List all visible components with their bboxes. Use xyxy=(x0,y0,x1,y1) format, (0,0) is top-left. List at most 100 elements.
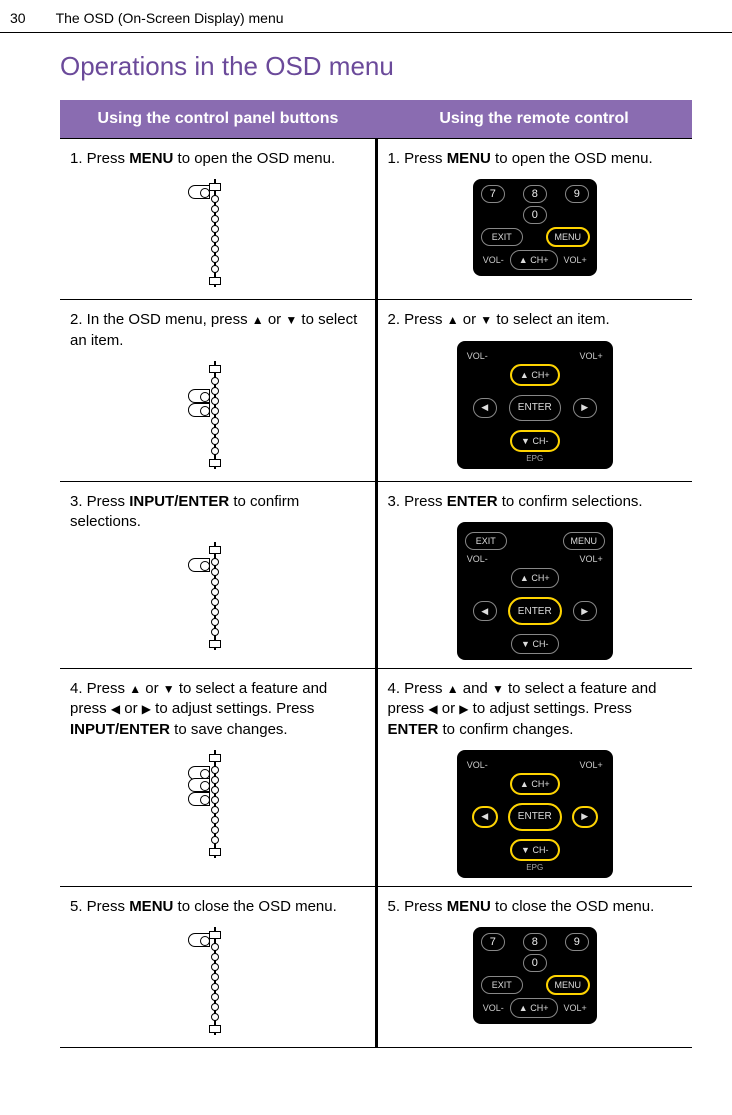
bold-keyword: MENU xyxy=(447,898,491,915)
remote-num-9: 9 xyxy=(565,933,589,951)
remote-num-7: 7 xyxy=(481,185,505,203)
cell-remote: 4. Press ▲ and ▼ to select a feature and… xyxy=(376,669,692,887)
remote-diagram: 78 09 EXIT MENU VOL- ▲ CH+ VOL+ xyxy=(388,923,683,1024)
remote-num-9: 9 xyxy=(565,185,589,203)
header-breadcrumb: The OSD (On-Screen Display) menu xyxy=(56,10,284,26)
bold-keyword: ENTER xyxy=(388,721,439,738)
step-text: 1. Press MENU to open the OSD menu. xyxy=(388,149,683,169)
step-text: 2. Press ▲ or ▼ to select an item. xyxy=(388,310,683,330)
arrow-glyph: ▼ xyxy=(480,313,492,327)
remote-num-0: 0 xyxy=(523,954,547,972)
remote-vol-minus: VOL- xyxy=(483,1003,504,1013)
col-header-control-panel: Using the control panel buttons xyxy=(60,100,376,139)
table-row: 2. In the OSD menu, press ▲ or ▼ to sele… xyxy=(60,300,692,482)
bold-keyword: ENTER xyxy=(447,493,498,510)
cell-control-panel: 1. Press MENU to open the OSD menu. xyxy=(60,139,376,300)
remote-right-button: ▶ xyxy=(573,601,597,621)
instruction-table-wrap: Using the control panel buttons Using th… xyxy=(0,100,732,1048)
page-title: Operations in the OSD menu xyxy=(60,51,732,82)
remote-epg-label: EPG xyxy=(465,454,605,463)
control-panel-diagram xyxy=(70,923,365,1039)
step-text: 3. Press INPUT/ENTER to confirm selectio… xyxy=(70,492,365,533)
remote-menu-button: MENU xyxy=(547,976,589,994)
remote-exit-button: EXIT xyxy=(465,532,507,550)
remote-diagram: VOL-VOL+▲ CH+▼ CH-◀▶ENTEREPG xyxy=(388,746,683,878)
remote-ch-plus-button: ▲ CH+ xyxy=(510,250,558,270)
remote-num-0: 0 xyxy=(523,206,547,224)
remote-right-button: ▶ xyxy=(573,398,597,418)
remote-menu-button: MENU xyxy=(547,228,589,246)
arrow-glyph: ▶ xyxy=(142,702,151,716)
remote-ch-plus-button: ▲ CH+ xyxy=(510,998,558,1018)
remote-exit-button: EXIT xyxy=(481,228,523,246)
remote-vol-minus: VOL- xyxy=(467,760,488,770)
remote-up-button: ▲ CH+ xyxy=(511,365,559,385)
cell-remote: 3. Press ENTER to confirm selections. EXI… xyxy=(376,481,692,668)
remote-enter-button: ENTER xyxy=(509,395,561,421)
cell-control-panel: 3. Press INPUT/ENTER to confirm selectio… xyxy=(60,481,376,668)
remote-vol-minus: VOL- xyxy=(467,351,488,361)
pointer-icon xyxy=(188,558,210,572)
step-text: 2. In the OSD menu, press ▲ or ▼ to sele… xyxy=(70,310,365,351)
pointer-icon xyxy=(188,792,210,806)
remote-num-7: 7 xyxy=(481,933,505,951)
step-text: 1. Press MENU to open the OSD menu. xyxy=(70,149,365,169)
arrow-glyph: ▲ xyxy=(447,682,459,696)
remote-num-8: 8 xyxy=(523,933,547,951)
page-header: 30 The OSD (On-Screen Display) menu xyxy=(0,0,732,33)
arrow-glyph: ▲ xyxy=(129,682,141,696)
remote-left-button: ◀ xyxy=(473,601,497,621)
pointer-icon xyxy=(188,933,210,947)
control-panel-diagram xyxy=(70,175,365,291)
col-header-remote: Using the remote control xyxy=(376,100,692,139)
bold-keyword: MENU xyxy=(447,150,491,167)
arrow-glyph: ▲ xyxy=(447,313,459,327)
pointer-icon xyxy=(188,185,210,199)
bold-keyword: MENU xyxy=(129,150,173,167)
remote-diagram: 78 09 EXIT MENU VOL- ▲ CH+ VOL+ xyxy=(388,175,683,276)
bold-keyword: INPUT/ENTER xyxy=(70,721,170,738)
remote-diagram: EXIT MENU VOL- VOL+ ▲ CH+ ▼ CH- ◀ ▶ ENTER xyxy=(388,518,683,660)
control-panel-diagram xyxy=(70,538,365,654)
cell-control-panel: 2. In the OSD menu, press ▲ or ▼ to sele… xyxy=(60,300,376,482)
remote-menu-button: MENU xyxy=(563,532,605,550)
remote-vol-plus: VOL+ xyxy=(579,351,602,361)
table-row: 3. Press INPUT/ENTER to confirm selectio… xyxy=(60,481,692,668)
remote-up-button: ▲ CH+ xyxy=(511,568,559,588)
page-number: 30 xyxy=(10,10,26,26)
remote-vol-plus: VOL+ xyxy=(579,760,602,770)
control-panel-diagram xyxy=(70,746,365,862)
bold-keyword: INPUT/ENTER xyxy=(129,493,229,510)
remote-left-button: ◀ xyxy=(473,398,497,418)
remote-vol-minus: VOL- xyxy=(483,255,504,265)
arrow-glyph: ◀ xyxy=(111,702,120,716)
remote-vol-plus: VOL+ xyxy=(563,1003,586,1013)
remote-left-button: ◀ xyxy=(473,807,497,827)
cell-remote: 2. Press ▲ or ▼ to select an item. VOL- VO… xyxy=(376,300,692,482)
cell-remote: 5. Press MENU to close the OSD menu. 78 09… xyxy=(376,886,692,1047)
bold-keyword: MENU xyxy=(129,898,173,915)
remote-vol-minus: VOL- xyxy=(467,554,488,564)
remote-vol-plus: VOL+ xyxy=(563,255,586,265)
remote-right-button: ▶ xyxy=(573,807,597,827)
control-panel-diagram xyxy=(70,357,365,473)
arrow-glyph: ▶ xyxy=(459,702,468,716)
remote-down-button: ▼ CH- xyxy=(511,634,559,654)
pointer-icon xyxy=(188,389,210,403)
remote-vol-plus: VOL+ xyxy=(579,554,602,564)
cell-control-panel: 4. Press ▲ or ▼ to select a feature and … xyxy=(60,669,376,887)
remote-num-8: 8 xyxy=(523,185,547,203)
remote-exit-button: EXIT xyxy=(481,976,523,994)
arrow-glyph: ▼ xyxy=(492,682,504,696)
cell-control-panel: 5. Press MENU to close the OSD menu. xyxy=(60,886,376,1047)
step-text: 5. Press MENU to close the OSD menu. xyxy=(388,897,683,917)
pointer-icon xyxy=(188,778,210,792)
arrow-glyph: ▼ xyxy=(163,682,175,696)
remote-enter-button: ENTER xyxy=(509,598,561,624)
table-row: 4. Press ▲ or ▼ to select a feature and … xyxy=(60,669,692,887)
cell-remote: 1. Press MENU to open the OSD menu. 78 09 E… xyxy=(376,139,692,300)
instruction-table: Using the control panel buttons Using th… xyxy=(60,100,692,1048)
step-text: 4. Press ▲ and ▼ to select a feature and… xyxy=(388,679,683,740)
arrow-glyph: ▲ xyxy=(252,313,264,327)
step-text: 3. Press ENTER to confirm selections. xyxy=(388,492,683,512)
